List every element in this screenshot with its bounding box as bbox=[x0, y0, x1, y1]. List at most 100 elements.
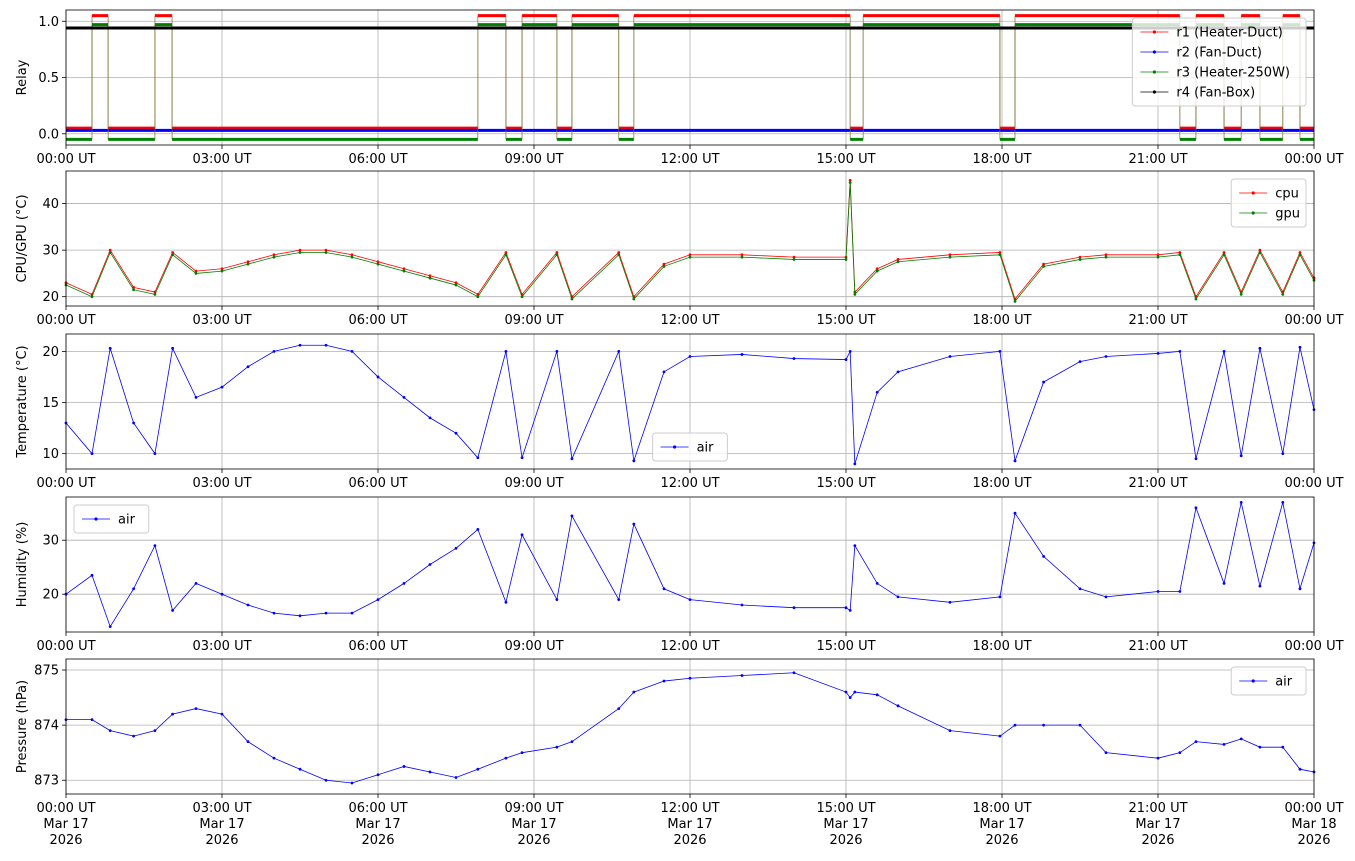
series-line bbox=[65, 344, 1315, 465]
point bbox=[1104, 255, 1108, 259]
point bbox=[1156, 352, 1160, 355]
legend: air bbox=[652, 432, 728, 462]
point bbox=[853, 544, 857, 547]
point bbox=[428, 770, 432, 774]
x-tick-label-line: 03:00 UT bbox=[192, 801, 251, 816]
point bbox=[688, 355, 692, 358]
point bbox=[853, 292, 857, 296]
point bbox=[171, 609, 175, 612]
x-tick-label: 12:00 UT bbox=[660, 152, 719, 167]
x-tick-label-line: Mar 17 bbox=[511, 817, 556, 832]
x-tick-label-line: 00:00 UT bbox=[36, 801, 95, 816]
point bbox=[428, 563, 432, 566]
point bbox=[246, 262, 250, 266]
point bbox=[1239, 501, 1243, 504]
point bbox=[298, 767, 302, 771]
x-tick-label-line: Mar 17 bbox=[43, 817, 88, 832]
x-tick-label: 15:00 UT bbox=[816, 152, 875, 167]
x-tick-label-line: 15:00 UT bbox=[816, 801, 875, 816]
x-tick-label: 00:00 UT Mar 17 2026 bbox=[36, 801, 95, 848]
legend-marker bbox=[1251, 211, 1255, 215]
point bbox=[848, 181, 852, 185]
point bbox=[1281, 501, 1285, 504]
point bbox=[1078, 255, 1082, 259]
y-tick-label: 40 bbox=[42, 197, 59, 212]
x-tick-label-line: Mar 17 bbox=[199, 817, 244, 832]
x-tick-label: 09:00 UT Mar 17 2026 bbox=[504, 801, 563, 848]
point bbox=[454, 776, 458, 779]
point bbox=[662, 262, 666, 266]
point bbox=[171, 251, 175, 254]
point bbox=[108, 248, 112, 252]
x-tick-label: 18:00 UT bbox=[972, 313, 1031, 328]
point bbox=[1194, 457, 1198, 461]
point bbox=[1258, 251, 1262, 254]
axes-frame bbox=[65, 9, 1315, 146]
x-tick-label: 06:00 UT bbox=[348, 476, 407, 491]
x-tick-label: 00:00 UT bbox=[36, 476, 95, 491]
point bbox=[194, 707, 198, 710]
point bbox=[896, 595, 900, 599]
x-tick-label-line: 2026 bbox=[361, 833, 394, 848]
x-tick-label-line: Mar 17 bbox=[979, 817, 1024, 832]
point bbox=[504, 756, 508, 760]
point bbox=[108, 625, 112, 628]
point bbox=[570, 297, 574, 301]
point bbox=[998, 253, 1002, 257]
point bbox=[324, 251, 328, 254]
point bbox=[948, 253, 952, 257]
point bbox=[662, 587, 666, 591]
point bbox=[376, 598, 380, 601]
point bbox=[1042, 723, 1045, 727]
point bbox=[1222, 251, 1226, 254]
point bbox=[272, 756, 276, 760]
point bbox=[520, 751, 524, 755]
point bbox=[402, 765, 406, 768]
x-tick-label: 03:00 UT bbox=[192, 476, 251, 491]
point bbox=[90, 452, 94, 456]
point bbox=[132, 734, 136, 738]
x-tick-label: 09:00 UT bbox=[504, 476, 563, 491]
point bbox=[194, 396, 198, 399]
point bbox=[132, 421, 136, 425]
y-tick-label: 20 bbox=[42, 345, 59, 360]
point bbox=[662, 679, 666, 683]
point bbox=[617, 598, 621, 601]
x-tick-label: 00:00 UT Mar 18 2026 bbox=[1284, 801, 1343, 848]
y-axis-label: Pressure (hPa) bbox=[15, 680, 30, 773]
point bbox=[1013, 723, 1017, 727]
x-tick-label: 09:00 UT bbox=[504, 313, 563, 328]
point bbox=[350, 349, 354, 353]
point bbox=[171, 253, 175, 257]
point bbox=[848, 696, 852, 699]
point bbox=[272, 253, 276, 257]
x-tick-label: 03:00 UT bbox=[192, 152, 251, 167]
point bbox=[1104, 595, 1108, 599]
point bbox=[853, 690, 857, 694]
subplot: 00:00 UT 03:00 UT 06:00 UT 09:00 UT 12:00 UT… bbox=[15, 170, 1344, 328]
point bbox=[1194, 740, 1198, 744]
point bbox=[1258, 248, 1262, 252]
point bbox=[272, 349, 276, 353]
point bbox=[1156, 590, 1160, 593]
point bbox=[1239, 292, 1243, 296]
legend-marker bbox=[94, 517, 98, 521]
point bbox=[875, 269, 879, 273]
point bbox=[998, 251, 1002, 254]
x-tick-label: 06:00 UT bbox=[348, 639, 407, 654]
point bbox=[848, 178, 852, 182]
x-tick-label: 09:00 UT bbox=[504, 639, 563, 654]
x-tick-label-line: 09:00 UT bbox=[504, 801, 563, 816]
x-tick-label: 06:00 UT bbox=[348, 152, 407, 167]
point bbox=[90, 718, 94, 722]
point bbox=[740, 353, 744, 356]
point bbox=[1042, 555, 1045, 558]
point bbox=[1013, 299, 1017, 303]
point bbox=[688, 676, 692, 680]
x-tick-label-line: 2026 bbox=[829, 833, 862, 848]
series-line bbox=[65, 502, 1315, 628]
point bbox=[1298, 767, 1302, 771]
point bbox=[454, 283, 458, 287]
point bbox=[1156, 253, 1160, 257]
y-tick-label: 875 bbox=[34, 664, 59, 679]
